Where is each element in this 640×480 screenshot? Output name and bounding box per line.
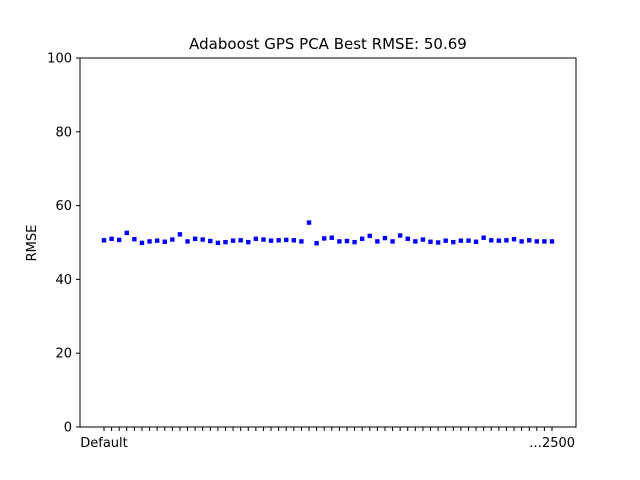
- data-point: [481, 235, 486, 240]
- data-point: [451, 239, 456, 245]
- data-point: [390, 239, 395, 244]
- chart-title: Adaboost GPS PCA Best RMSE: 50.69: [189, 35, 467, 53]
- data-point: [504, 238, 509, 243]
- y-axis-ticks: 0 20 40 60 80 100: [47, 52, 80, 436]
- y-axis-label: RMSE: [25, 225, 40, 262]
- data-point: [208, 238, 213, 244]
- data-point: [223, 239, 228, 245]
- data-point: [359, 236, 365, 242]
- data-point: [542, 239, 547, 244]
- data-point: [458, 238, 464, 243]
- plot-area-frame: [79, 57, 577, 428]
- data-point: [428, 239, 433, 244]
- data-point: [139, 240, 145, 246]
- data-point: [405, 236, 410, 242]
- data-point: [306, 220, 312, 225]
- data-point: [109, 236, 114, 242]
- data-point: [276, 238, 281, 243]
- y-tick-label: 40: [55, 273, 72, 288]
- y-tick-label: 60: [55, 199, 72, 214]
- data-point: [261, 237, 266, 242]
- data-point: [314, 241, 319, 246]
- y-tick-label: 100: [47, 52, 72, 67]
- data-point: [322, 236, 327, 241]
- data-point: [397, 233, 403, 238]
- data-point: [344, 238, 350, 244]
- data-points: [101, 220, 555, 246]
- data-point: [170, 237, 175, 242]
- data-point: [382, 235, 388, 241]
- data-point: [367, 233, 372, 239]
- data-point: [299, 239, 304, 244]
- x-tick-label-last: …2500: [529, 436, 575, 451]
- data-point: [291, 238, 297, 243]
- data-point: [101, 238, 107, 243]
- data-point: [496, 238, 502, 243]
- data-point: [253, 236, 259, 242]
- data-point: [329, 235, 334, 240]
- data-point: [375, 239, 380, 244]
- data-point: [238, 238, 243, 243]
- data-point: [489, 238, 494, 243]
- data-point: [337, 239, 342, 244]
- data-point: [246, 239, 251, 245]
- data-point: [519, 239, 524, 244]
- data-point: [466, 238, 471, 243]
- data-point: [124, 230, 129, 236]
- y-tick-label: 80: [55, 125, 72, 140]
- data-point: [177, 232, 183, 237]
- x-tick-label-first: Default: [80, 436, 128, 451]
- data-point: [230, 238, 236, 243]
- data-point: [268, 238, 274, 243]
- data-point: [162, 239, 167, 244]
- data-point: [473, 239, 479, 244]
- data-point: [511, 236, 517, 242]
- data-point: [435, 240, 441, 245]
- data-point: [147, 239, 152, 244]
- data-point: [185, 239, 190, 244]
- data-point: [443, 238, 448, 243]
- data-point: [527, 238, 532, 243]
- data-point: [132, 236, 137, 242]
- data-point: [215, 240, 221, 246]
- data-point: [154, 238, 160, 243]
- data-point: [413, 239, 418, 244]
- data-point: [284, 237, 289, 243]
- data-point: [200, 237, 205, 242]
- data-point: [534, 239, 540, 244]
- y-tick-label: 20: [55, 347, 72, 362]
- data-point: [549, 239, 555, 244]
- data-point: [116, 237, 122, 243]
- data-point: [352, 239, 357, 245]
- x-axis-ticks: Default …2500: [80, 427, 575, 451]
- y-tick-label: 0: [64, 421, 72, 436]
- data-point: [420, 237, 426, 242]
- data-point: [192, 236, 198, 242]
